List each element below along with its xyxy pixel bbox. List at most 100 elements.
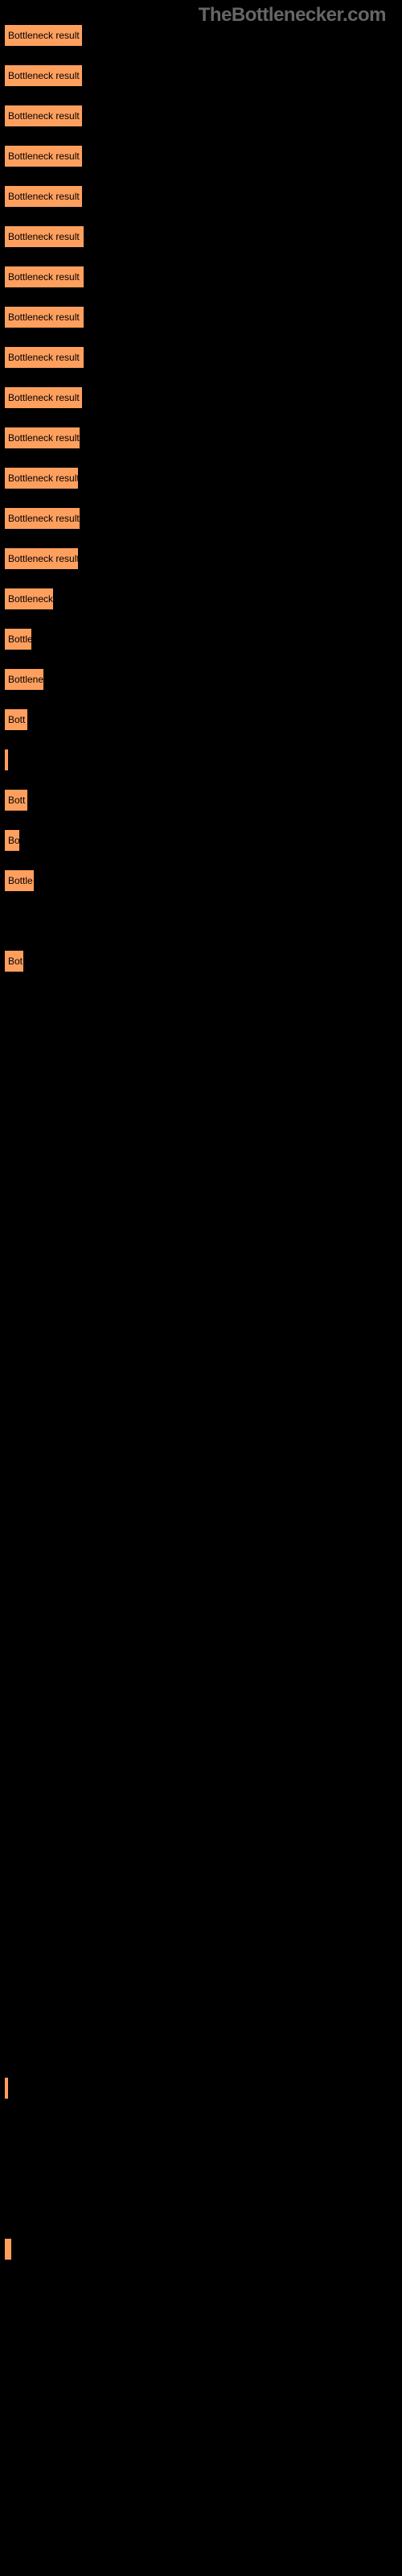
bar-row <box>4 1916 398 1938</box>
bar: Bottleneck <box>4 588 54 610</box>
bar-row: Bo <box>4 829 398 852</box>
bar-row <box>4 1151 398 1174</box>
bar-row <box>4 2479 398 2502</box>
bar-row <box>4 1191 398 1214</box>
bar-label: Bottleneck result <box>8 473 79 484</box>
bar-row: Bottleneck result <box>4 507 398 530</box>
bar: Bottleneck result <box>4 64 83 87</box>
bar: Bottleneck result <box>4 507 80 530</box>
bar-row <box>4 2439 398 2462</box>
bar-row <box>4 1312 398 1335</box>
bar: Bottleneck result <box>4 24 83 47</box>
bar-row <box>4 1594 398 1616</box>
bar-row <box>4 1554 398 1576</box>
bar: Bottleneck result <box>4 547 79 570</box>
bar-label: Bottleneck <box>8 593 53 605</box>
bar-row: Bott <box>4 789 398 811</box>
bar-row: Bottleneck result <box>4 105 398 127</box>
bar: Bottleneck result <box>4 185 83 208</box>
bar: Bott <box>4 789 28 811</box>
bar-row: Bottleneck result <box>4 427 398 449</box>
bar: Bottleneck result <box>4 427 80 449</box>
bar-label: Bottleneck result <box>8 432 80 444</box>
bar-row: Bottleneck result <box>4 145 398 167</box>
bar <box>4 2077 9 2099</box>
bar-label: Bottleneck result <box>8 30 80 41</box>
bar-row: Bottlenec <box>4 668 398 691</box>
bar-row <box>4 1674 398 1697</box>
bar: Bottleneck result <box>4 306 84 328</box>
bar: Bottleneck result <box>4 266 84 288</box>
chart-container: Bottleneck result Bottleneck result Bottle… <box>0 0 402 2536</box>
bar-label: Bottle <box>8 634 32 645</box>
bar-row: Bottleneck result <box>4 306 398 328</box>
bar: Bottlenec <box>4 668 44 691</box>
bar: Bottleneck result <box>4 145 83 167</box>
bar-row: Bottle <box>4 628 398 650</box>
bar-label: Bottleneck result <box>8 231 80 242</box>
bar-row: Bot <box>4 950 398 972</box>
bar-row: Bottleneck result <box>4 547 398 570</box>
bar: Bottle <box>4 869 35 892</box>
bar-row: Bottleneck result <box>4 266 398 288</box>
bar-label: Bo <box>8 835 20 846</box>
bar-row <box>4 2278 398 2301</box>
bar-row <box>4 1232 398 1254</box>
bar-row: Bottleneck result <box>4 225 398 248</box>
bar-row <box>4 1473 398 1496</box>
bar-row: Bottle <box>4 869 398 892</box>
bar-row <box>4 1795 398 1818</box>
bar-label: Bottleneck result <box>8 151 80 162</box>
bar-row: Bottleneck result <box>4 64 398 87</box>
bar-row <box>4 1433 398 1455</box>
bar-label: Bottlenec <box>8 674 44 685</box>
bar: Bottleneck result <box>4 386 83 409</box>
bar-row <box>4 1030 398 1053</box>
bar: Bot <box>4 950 24 972</box>
bar-row <box>4 1715 398 1737</box>
bar-label: Bott <box>8 795 25 806</box>
bar: Bottleneck result <box>4 105 83 127</box>
bar-label: Bottleneck result <box>8 110 80 122</box>
bar-row <box>4 990 398 1013</box>
bar-row <box>4 1513 398 1536</box>
bar: Bottleneck result <box>4 467 79 489</box>
bar-row: Bott <box>4 708 398 731</box>
bar-label: Bottle <box>8 875 33 886</box>
bar-row <box>4 2037 398 2059</box>
bar-label: Bottleneck result <box>8 513 80 524</box>
bar-label: Bottleneck result <box>8 312 80 323</box>
bar-row <box>4 1755 398 1777</box>
bar-row <box>4 1956 398 1979</box>
bar-row <box>4 2077 398 2099</box>
watermark: TheBottlenecker.com <box>199 4 386 27</box>
bar-row: Bottleneck result <box>4 185 398 208</box>
bar-row: Bottleneck result <box>4 467 398 489</box>
bar-row <box>4 1071 398 1093</box>
bar-row <box>4 1835 398 1858</box>
bar-row: Bottleneck <box>4 588 398 610</box>
bar-row <box>4 2318 398 2341</box>
bar-label: Bottleneck result <box>8 352 80 363</box>
bar-row <box>4 1393 398 1415</box>
bar-label: Bottleneck result <box>8 392 80 403</box>
bar-label: Bottleneck result <box>8 271 80 283</box>
bar-row <box>4 1876 398 1898</box>
bar-row <box>4 1111 398 1133</box>
bar-row <box>4 1996 398 2019</box>
bar <box>4 2238 12 2260</box>
bar-row <box>4 1634 398 1657</box>
bar-row <box>4 2198 398 2220</box>
bar: Bo <box>4 829 20 852</box>
bar-label: Bottleneck result <box>8 70 80 81</box>
bar-row: Bottleneck result <box>4 346 398 369</box>
bar: Bottleneck result <box>4 346 84 369</box>
bar-row <box>4 2399 398 2421</box>
bar-row <box>4 2117 398 2140</box>
bar: Bottleneck result <box>4 225 84 248</box>
bar-label: Bott <box>8 714 25 725</box>
bar: Bottle <box>4 628 32 650</box>
bar-row <box>4 1352 398 1375</box>
bar-row <box>4 2157 398 2180</box>
bar-row <box>4 910 398 932</box>
